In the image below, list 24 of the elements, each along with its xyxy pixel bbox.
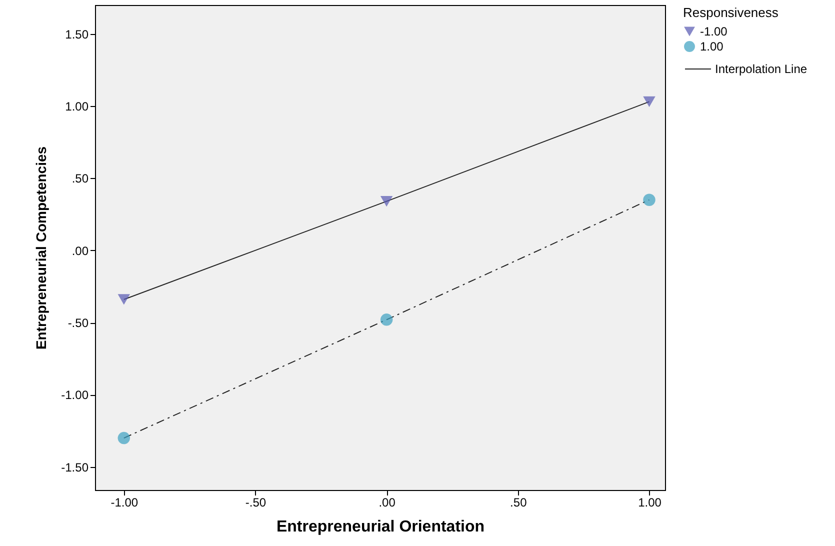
y-tick-label: 1.00 [65,100,89,114]
point [643,96,656,108]
y-tick-label: -.50 [68,316,89,330]
x-tick-label: .50 [510,496,528,510]
x-tick-label: -1.00 [110,496,138,510]
point [380,196,393,207]
point [380,314,393,326]
point [643,194,656,206]
point [118,294,130,305]
legend-title: Responsiveness [683,5,779,20]
point [118,432,130,444]
y-tick-label: -1.00 [61,388,89,402]
x-tick-label: 1.00 [638,496,662,510]
legend-label: -1.00 [700,24,728,38]
y-axis-title: Entrepreneurial Competencies [33,146,50,350]
y-tick-label: 1.50 [65,27,89,42]
x-axis-title: Entrepreneurial Orientation [276,518,485,536]
legend-label: 1.00 [700,40,724,54]
y-tick-label: -1.50 [61,460,89,474]
x-tick-label: -.50 [245,496,266,510]
y-tick-label: .00 [72,244,89,258]
x-tick-label: .00 [378,496,396,510]
text: Interpolation Line [715,62,808,76]
y-tick-label: .50 [72,172,89,186]
